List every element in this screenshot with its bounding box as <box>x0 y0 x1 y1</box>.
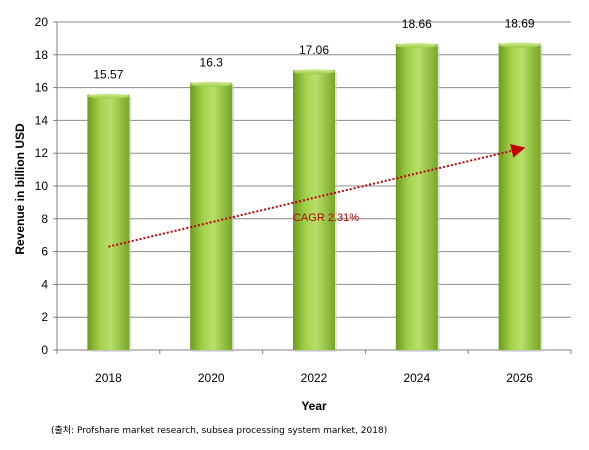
x-tick-label: 2026 <box>506 371 533 385</box>
x-tick-label: 2020 <box>198 371 225 385</box>
bar-cap <box>87 93 130 99</box>
data-label: 16.3 <box>200 56 224 70</box>
data-label: 15.57 <box>93 68 123 82</box>
y-tick-label: 6 <box>41 245 48 259</box>
data-label: 18.69 <box>505 16 535 30</box>
data-label: 18.66 <box>402 17 432 31</box>
x-tick-label: 2018 <box>95 371 122 385</box>
y-axis-title: Revenue in billion USD <box>13 123 27 255</box>
y-tick-label: 4 <box>41 277 48 291</box>
bar <box>293 70 335 350</box>
bar <box>190 82 233 351</box>
bar-cap <box>498 42 541 48</box>
data-label: 17.06 <box>299 43 329 57</box>
y-tick-label: 16 <box>35 81 49 95</box>
bar <box>498 43 541 350</box>
x-tick-label: 2024 <box>403 371 430 385</box>
y-tick-label: 2 <box>41 310 48 324</box>
x-axis-title: Year <box>301 399 327 413</box>
bar <box>395 43 438 350</box>
x-tick-label: 2022 <box>301 371 328 385</box>
source-note: (출처: Profshare market research, subsea p… <box>51 426 388 436</box>
y-tick-label: 20 <box>35 15 49 29</box>
labels: 0 2 4 6 8 10 12 14 16 18 20 15.57 2018 16.3 2020 17.06 2… <box>13 15 535 413</box>
y-tick-label: 18 <box>35 48 49 62</box>
bars <box>87 42 543 353</box>
y-tick-label: 0 <box>41 343 48 357</box>
bar-cap <box>293 69 335 75</box>
cagr-annotation: CAGR 2.31% <box>108 144 526 248</box>
cagr-trend-arrow <box>108 144 526 248</box>
y-tick-label: 14 <box>35 113 49 127</box>
bar <box>87 94 130 350</box>
bar-cap <box>395 42 438 48</box>
bar-cap <box>190 81 233 87</box>
y-tick-label: 10 <box>35 179 49 193</box>
y-tick-label: 12 <box>35 146 49 160</box>
y-tick-label: 8 <box>41 212 48 226</box>
cagr-label: CAGR 2.31% <box>293 212 359 224</box>
